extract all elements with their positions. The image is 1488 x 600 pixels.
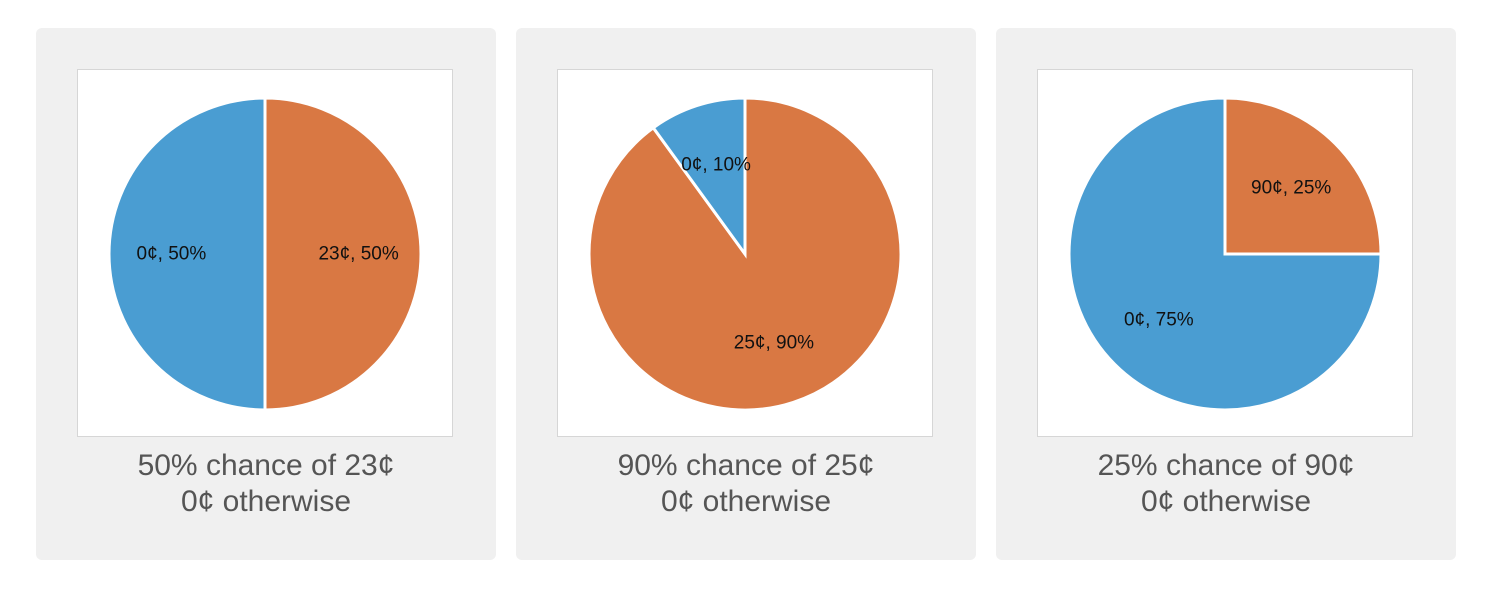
lottery-caption: 50% chance of 23¢ 0¢ otherwise (36, 448, 496, 520)
pie-slice (651, 96, 747, 259)
pie-slice-label: 0¢, 75% (1124, 310, 1194, 331)
pie-slice-label: 23¢, 50% (318, 244, 398, 265)
caption-line-2: 0¢ otherwise (660, 485, 832, 518)
caption-line-1: 25% chance of 90¢ (1097, 449, 1355, 482)
pie-slice-label: 0¢, 10% (681, 154, 751, 175)
pie-chart: 90¢, 25% 0¢, 75% (1067, 96, 1383, 412)
pie-chart-panel: 90¢, 25% 0¢, 75% (1037, 69, 1413, 437)
lottery-card: 90¢, 25% 0¢, 75% 25% chance of 90¢ 0¢ oth… (996, 28, 1456, 560)
pie-slice (107, 96, 267, 412)
lottery-card: 23¢, 50% 0¢, 50% 50% chance of 23¢ 0¢ oth… (36, 28, 496, 560)
pie-chart-panel: 25¢, 90% 0¢, 10% (557, 69, 933, 437)
pie-slice-label: 90¢, 25% (1251, 177, 1331, 198)
pie-chart-panel: 23¢, 50% 0¢, 50% (77, 69, 453, 437)
pie-slice (263, 96, 423, 412)
caption-line-2: 0¢ otherwise (180, 485, 352, 518)
lottery-card: 25¢, 90% 0¢, 10% 90% chance of 25¢ 0¢ oth… (516, 28, 976, 560)
pie-slice-label: 0¢, 50% (137, 244, 207, 265)
pie-chart: 23¢, 50% 0¢, 50% (107, 96, 423, 412)
pie-slice-label: 25¢, 90% (734, 333, 814, 354)
lottery-caption: 90% chance of 25¢ 0¢ otherwise (516, 448, 976, 520)
lottery-cards-row: 23¢, 50% 0¢, 50% 50% chance of 23¢ 0¢ oth… (36, 28, 1456, 560)
caption-line-2: 0¢ otherwise (1140, 485, 1312, 518)
lottery-caption: 25% chance of 90¢ 0¢ otherwise (996, 448, 1456, 520)
pie-slice (1067, 96, 1383, 412)
pie-slice (1223, 96, 1383, 256)
caption-line-1: 50% chance of 23¢ (137, 449, 395, 482)
pie-chart: 25¢, 90% 0¢, 10% (587, 96, 903, 412)
caption-line-1: 90% chance of 25¢ (617, 449, 875, 482)
